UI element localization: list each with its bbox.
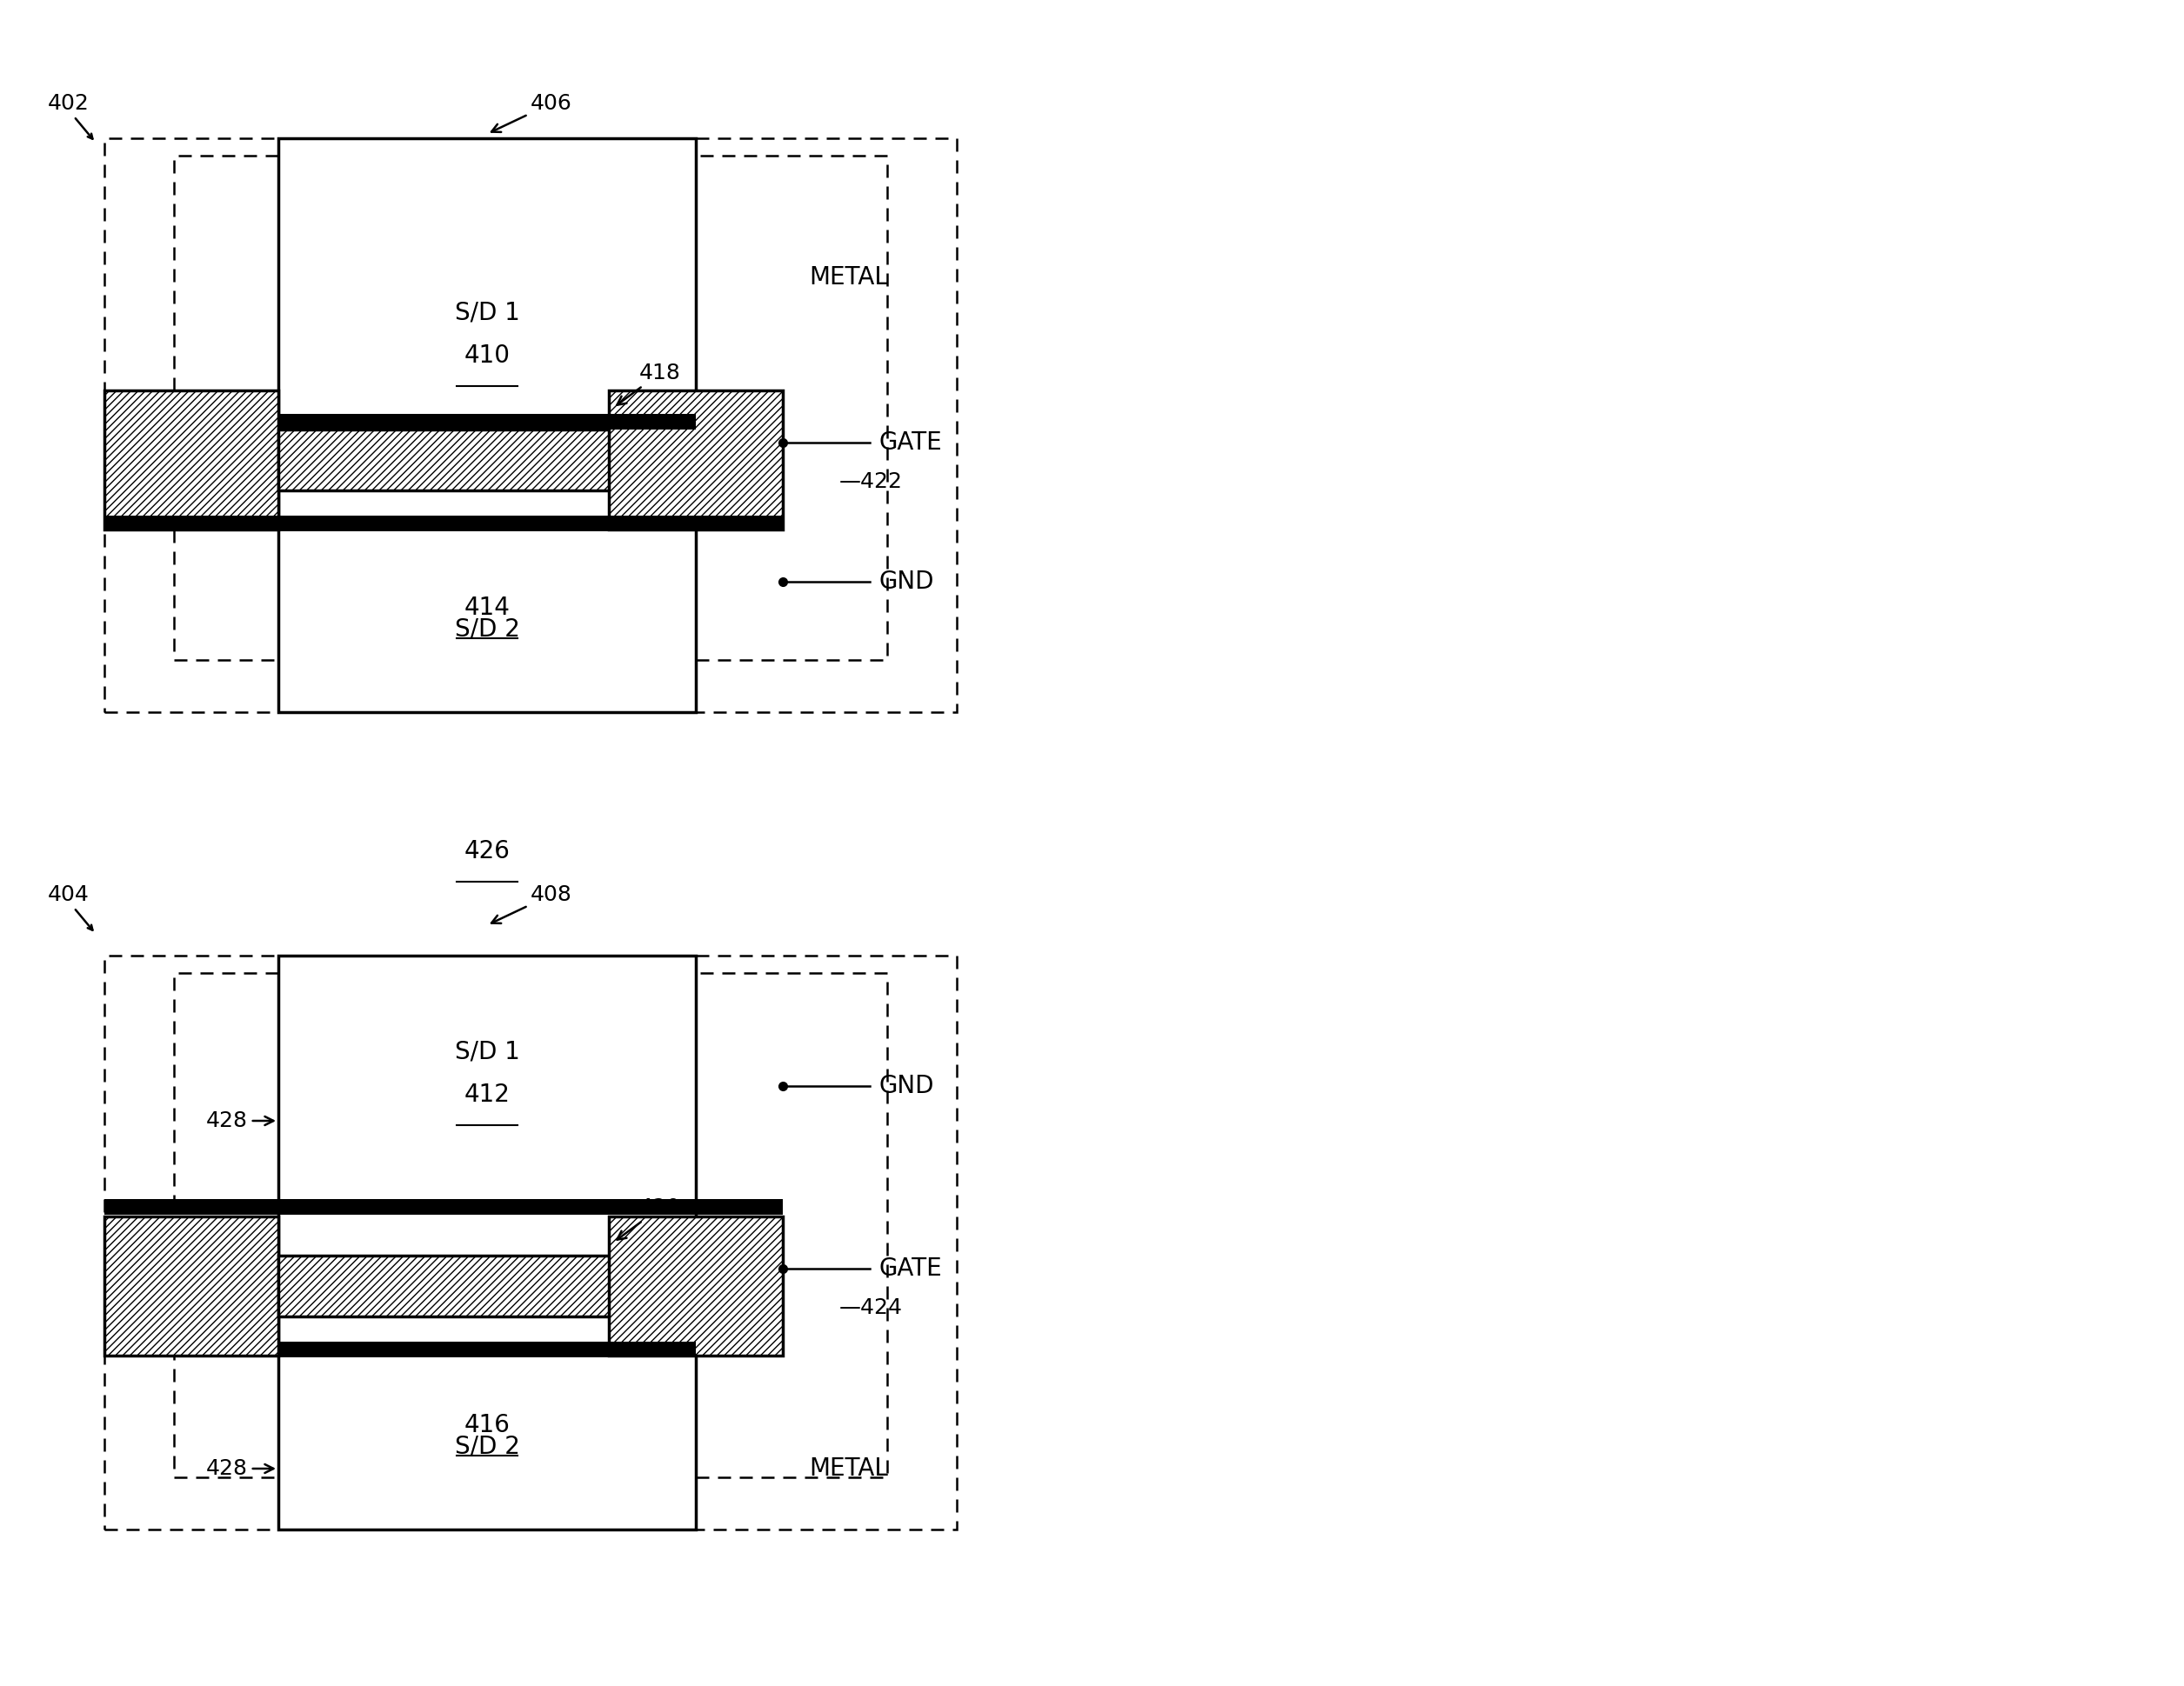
Bar: [105, 516, 782, 531]
Text: 410: 410: [463, 344, 511, 368]
Text: 416: 416: [463, 1413, 511, 1438]
Text: —422: —422: [839, 472, 902, 492]
Text: S/D 2: S/D 2: [454, 617, 520, 642]
Text: 428: 428: [205, 1111, 273, 1131]
Bar: [277, 956, 697, 1529]
Text: GATE: GATE: [878, 1256, 941, 1281]
Text: GND: GND: [878, 570, 935, 593]
Text: 426: 426: [463, 840, 511, 863]
Bar: [277, 138, 697, 711]
Bar: [105, 391, 277, 529]
Text: GATE: GATE: [878, 430, 941, 455]
Text: 412: 412: [463, 1082, 511, 1108]
Bar: [277, 1256, 697, 1317]
Text: GND: GND: [878, 1074, 935, 1098]
Bar: [609, 1217, 782, 1356]
Text: METAL: METAL: [808, 265, 889, 290]
Text: 408: 408: [491, 883, 572, 924]
Text: METAL: METAL: [808, 1457, 889, 1480]
Bar: [277, 1342, 697, 1357]
Bar: [609, 391, 782, 529]
Bar: [277, 413, 697, 430]
Text: 418: 418: [618, 362, 681, 405]
Text: S/D 1: S/D 1: [454, 300, 520, 324]
Text: 406: 406: [491, 93, 572, 132]
Text: S/D 2: S/D 2: [454, 1435, 520, 1458]
Text: 420: 420: [618, 1197, 681, 1239]
Text: 414: 414: [463, 595, 511, 620]
Bar: [105, 1199, 782, 1214]
Text: 428: 428: [205, 1458, 273, 1479]
Text: S/D 1: S/D 1: [454, 1039, 520, 1064]
Bar: [277, 430, 697, 491]
Text: 402: 402: [48, 93, 90, 115]
Text: —424: —424: [839, 1297, 902, 1318]
Text: 404: 404: [48, 883, 90, 905]
Bar: [105, 1217, 277, 1356]
